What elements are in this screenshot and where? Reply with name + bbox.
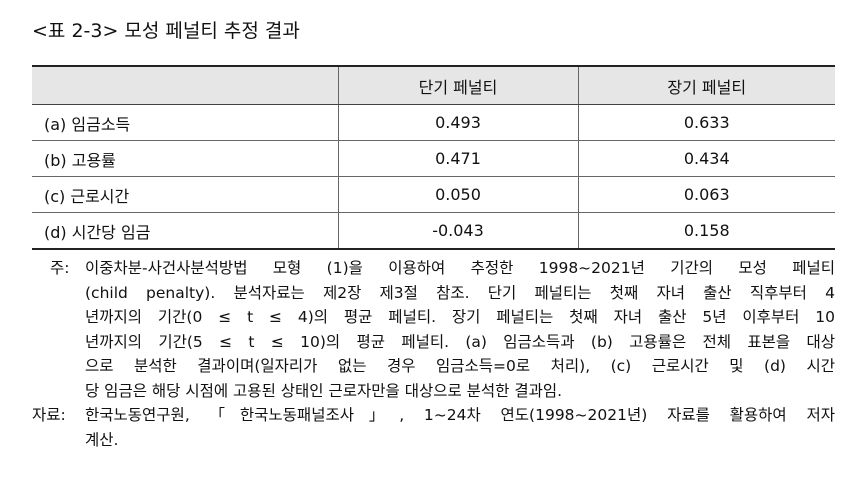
note-line: 당 임금은 해당 시점에 고용된 상태인 근로자만을 대상으로 분석한 결과임. <box>85 381 563 400</box>
note-line: 년까지의 기간(5 ≤ t ≤ 10)의 평균 페널티. (a) 임금소득과 (… <box>85 332 835 351</box>
cell: 0.050 <box>337 176 578 213</box>
header-row: 단기 페널티 장기 페널티 <box>32 66 835 105</box>
row-label: (b) 고용률 <box>32 140 338 177</box>
cell: 0.063 <box>577 176 835 213</box>
row-label: (a) 임금소득 <box>32 104 338 141</box>
source-label: 자료: <box>32 406 66 424</box>
note-line: 이중차분-사건사분석방법 모형 (1)을 이용하여 추정한 1998~2021년… <box>85 259 835 277</box>
note-line: 년까지의 기간(0 ≤ t ≤ 4)의 평균 페널티. 장기 페널티는 첫째 자… <box>85 308 835 326</box>
note: 이중차분-사건사분석방법 모형 (1)을 이용하여 추정한 1998~2021년… <box>85 256 835 403</box>
row: (c) 근로시간 0.050 0.063 <box>32 176 835 213</box>
note-label: 주: <box>50 259 70 277</box>
row-label: (d) 시간당 임금 <box>44 222 151 242</box>
row: (d) 시간당 임금 -0.043 0.158 <box>32 212 835 249</box>
column-header: 단기 페널티 <box>337 66 578 105</box>
source: 한국노동연구원, 「한국노동패널조사」, 1~24차 연도(1998~2021년… <box>85 403 835 452</box>
row: (b) 고용률 0.471 0.434 <box>32 140 835 177</box>
source-line: 한국노동연구원, 「한국노동패널조사」, 1~24차 연도(1998~2021년… <box>85 406 835 424</box>
note-line: (child penalty). 분석자료는 제2장 제3절 참조. 단기 페널… <box>85 283 835 302</box>
cell: -0.043 <box>337 212 578 249</box>
table-title: <표 2-3> 모성 페널티 추정 결과 <box>32 20 300 42</box>
row: (a) 임금소득 0.493 0.633 <box>32 104 835 141</box>
result-table: 단기 페널티 장기 페널티 (a) 임금소득 0.493 0.633 (b) 고용률… <box>32 65 835 250</box>
row-label: (c) 근로시간 <box>32 176 338 213</box>
cell: 0.434 <box>577 140 835 177</box>
note-line: 으로 분석한 결과이며(일자리가 없는 경우 임금소득=0로 처리), (c) … <box>85 357 835 375</box>
corner-cell <box>32 66 338 105</box>
column-header: 장기 페널티 <box>577 66 835 105</box>
cell: 0.471 <box>337 140 578 177</box>
cell: 0.158 <box>577 212 835 249</box>
cell: 0.633 <box>577 104 835 141</box>
cell: 0.493 <box>337 104 578 141</box>
source-line: 계산. <box>85 430 119 449</box>
